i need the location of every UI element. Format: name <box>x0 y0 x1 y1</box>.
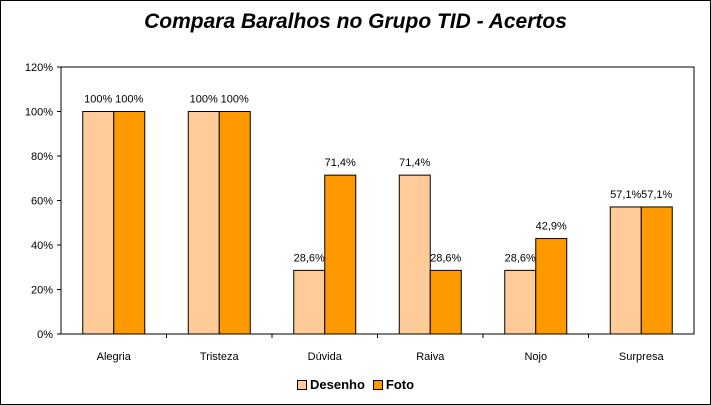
legend-swatch-foto <box>372 379 383 390</box>
y-tick-label: 0% <box>37 329 53 341</box>
y-tick-label: 20% <box>31 285 53 297</box>
legend-swatch-desenho <box>297 379 307 390</box>
x-tick-label: Surpresa <box>619 351 665 363</box>
bar-foto-2 <box>324 174 357 335</box>
bar-desenho-1 <box>187 111 220 335</box>
data-label: 28,6% <box>505 252 536 264</box>
bars <box>82 111 673 335</box>
bar-desenho-0 <box>82 111 115 335</box>
bar-foto-5 <box>640 206 673 335</box>
legend: Desenho Foto <box>297 377 422 392</box>
data-label: 28,6% <box>430 252 461 264</box>
data-label: 42,9% <box>536 221 567 233</box>
data-label: 100% <box>190 94 218 106</box>
y-tick-label: 80% <box>31 151 53 163</box>
bar-desenho-4 <box>504 269 537 335</box>
y-tick-label: 120% <box>25 62 53 74</box>
legend-label-desenho: Desenho <box>310 377 365 392</box>
data-label: 71,4% <box>399 157 430 169</box>
data-label: 100% <box>115 94 143 106</box>
legend-label-foto: Foto <box>385 377 415 392</box>
data-label: 100% <box>84 94 112 106</box>
legend-item-desenho: Desenho <box>297 377 365 392</box>
x-tick-label: Dúvida <box>308 351 343 363</box>
bar-foto-4 <box>535 238 568 335</box>
x-tick-label: Alegria <box>97 351 132 363</box>
y-tick-label: 60% <box>31 196 53 208</box>
data-label: 71,4% <box>325 157 356 169</box>
chart-title: Compara Baralhos no Grupo TID - Acertos <box>144 10 567 33</box>
legend-item-foto: Foto <box>372 377 415 392</box>
x-tick-label: Nojo <box>524 351 547 363</box>
x-axis: Alegria Tristeza Dúvida Raiva Nojo Surpresa <box>97 334 665 363</box>
data-label: 57,1% <box>641 189 672 201</box>
bar-desenho-5 <box>609 206 642 335</box>
bar-desenho-3 <box>398 174 431 335</box>
bar-desenho-2 <box>293 269 326 335</box>
bar-foto-3 <box>429 269 462 335</box>
data-label: 100% <box>221 94 249 106</box>
bar-foto-1 <box>218 111 251 335</box>
y-tick-label: 100% <box>25 107 53 119</box>
data-label: 57,1% <box>610 189 641 201</box>
bar-labels: 100% 100% 100% 100%28,6%71,4% 71,4%28,6% 28,6… <box>84 94 672 265</box>
plot-area <box>60 66 695 335</box>
x-tick-label: Raiva <box>416 351 445 363</box>
bar-foto-0 <box>113 111 146 335</box>
y-tick-label: 40% <box>31 240 53 252</box>
x-tick-label: Tristeza <box>200 351 240 363</box>
data-label: 28,6% <box>294 252 325 264</box>
y-axis: 0% 20% 40% 60% 80% 100% 120% <box>25 62 61 341</box>
